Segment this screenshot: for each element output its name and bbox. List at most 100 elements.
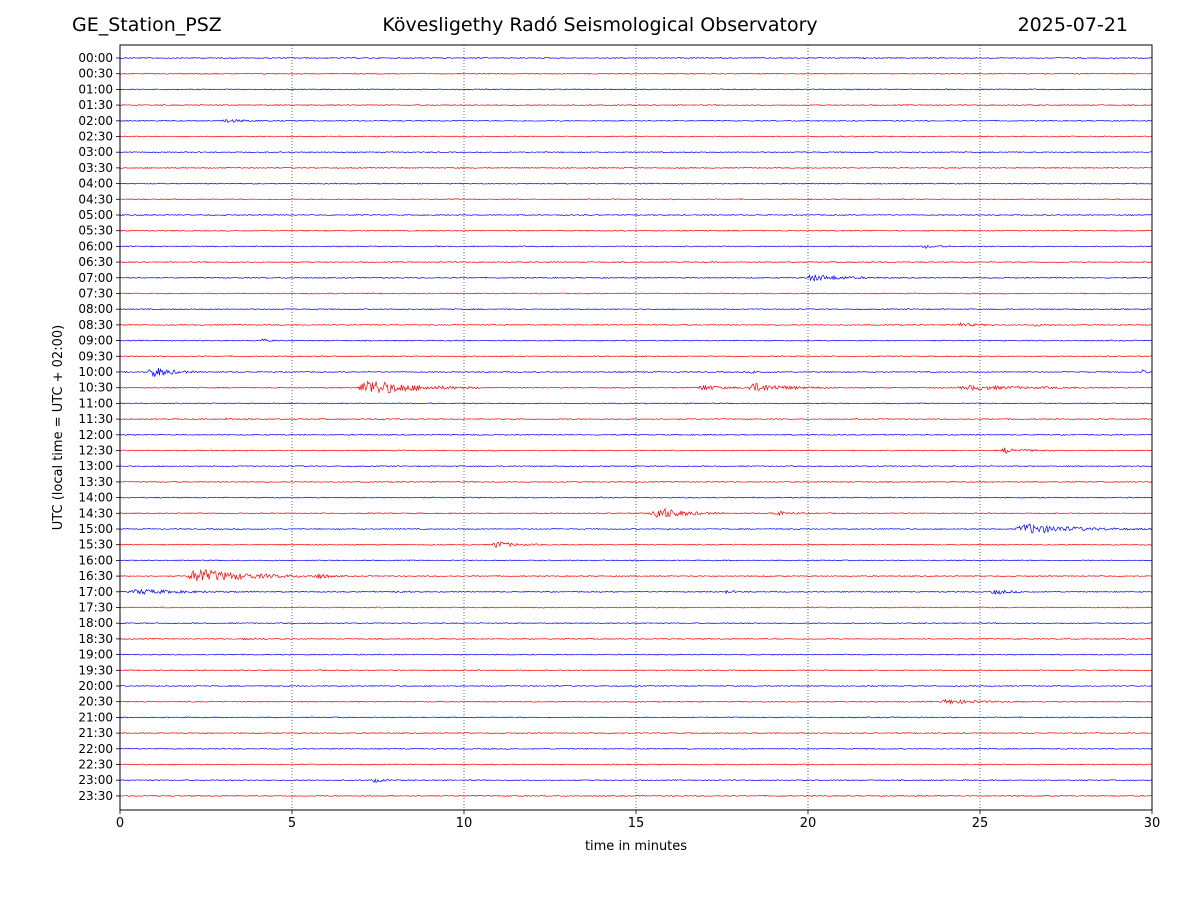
- y-tick-label: 01:00: [78, 82, 113, 96]
- trace-row: [119, 229, 1153, 232]
- y-tick-label: 00:30: [78, 67, 113, 81]
- x-tick-label: 25: [972, 816, 989, 831]
- trace-row: [119, 606, 1153, 609]
- y-tick-label: 23:00: [78, 773, 113, 787]
- trace-row: [119, 447, 1153, 454]
- trace-row: [119, 507, 1153, 518]
- trace-row: [119, 637, 1153, 641]
- x-tick-label: 0: [116, 816, 124, 831]
- y-tick-label: 02:30: [78, 130, 113, 144]
- trace-row: [119, 338, 1153, 342]
- trace-row: [119, 151, 1153, 154]
- y-tick-label: 17:00: [78, 585, 113, 599]
- y-tick-label: 21:00: [78, 710, 113, 724]
- y-tick-label: 12:00: [78, 428, 113, 442]
- grid-lines: [291, 45, 981, 810]
- y-tick-label: 07:00: [78, 271, 113, 285]
- y-tick-label: 09:00: [78, 334, 113, 348]
- trace-row: [119, 417, 1153, 421]
- y-tick-label: 22:00: [78, 742, 113, 756]
- trace-row: [119, 166, 1153, 169]
- trace-row: [119, 559, 1153, 562]
- y-tick-label: 10:00: [78, 365, 113, 379]
- y-tick-label: 08:30: [78, 318, 113, 332]
- y-tick-label: 21:30: [78, 726, 113, 740]
- y-tick-label: 19:00: [78, 648, 113, 662]
- x-tick-label: 15: [628, 816, 645, 831]
- x-tick-label: 10: [456, 816, 473, 831]
- trace-row: [119, 244, 1153, 249]
- trace-row: [119, 569, 1153, 582]
- y-tick-label: 14:30: [78, 506, 113, 520]
- y-tick-label: 23:30: [78, 789, 113, 803]
- y-tick-label: 01:30: [78, 98, 113, 112]
- trace-row: [119, 135, 1153, 138]
- trace-row: [119, 465, 1153, 468]
- trace-row: [119, 653, 1153, 656]
- y-tick-label: 16:30: [78, 569, 113, 583]
- y-tick-label: 22:30: [78, 758, 113, 772]
- y-tick-label: 05:00: [78, 208, 113, 222]
- y-tick-label: 07:30: [78, 287, 113, 301]
- trace-row: [119, 213, 1153, 217]
- trace-row: [119, 72, 1153, 75]
- trace-row: [119, 523, 1153, 534]
- y-tick-label: 06:30: [78, 255, 113, 269]
- trace-row: [119, 698, 1153, 705]
- chart-date: 2025-07-21: [1017, 14, 1128, 36]
- y-tick-label: 15:30: [78, 538, 113, 552]
- y-tick-label: 02:00: [78, 114, 113, 128]
- trace-row: [119, 669, 1153, 672]
- trace-row: [119, 794, 1153, 797]
- y-tick-label: 09:30: [78, 349, 113, 363]
- trace-row: [119, 622, 1153, 625]
- y-tick-label: 05:30: [78, 224, 113, 238]
- trace-row: [119, 480, 1153, 483]
- trace-row: [119, 88, 1153, 91]
- y-tick-label: 13:00: [78, 459, 113, 473]
- y-tick-label: 04:00: [78, 177, 113, 191]
- trace-row: [119, 716, 1153, 719]
- x-axis-label: time in minutes: [585, 839, 687, 854]
- trace-row: [119, 308, 1153, 311]
- trace-row: [119, 292, 1153, 295]
- trace-row: [119, 367, 1153, 378]
- trace-row: [119, 402, 1153, 405]
- y-tick-label: 08:00: [78, 302, 113, 316]
- trace-row: [119, 182, 1153, 185]
- trace-row: [119, 588, 1153, 595]
- trace-row: [119, 732, 1153, 735]
- y-tick-label: 11:00: [78, 396, 113, 410]
- trace-row: [119, 380, 1153, 394]
- y-tick-label: 10:30: [78, 381, 113, 395]
- y-tick-label: 19:30: [78, 663, 113, 677]
- trace-row: [119, 273, 1153, 282]
- y-tick-label: 14:00: [78, 491, 113, 505]
- trace-row: [119, 355, 1153, 358]
- trace-row: [119, 763, 1153, 766]
- seismic-traces: [119, 56, 1153, 797]
- station-name: GE_Station_PSZ: [72, 14, 222, 36]
- trace-row: [119, 56, 1153, 60]
- y-tick-label: 12:30: [78, 444, 113, 458]
- y-tick-label: 00:00: [78, 51, 113, 65]
- trace-row: [119, 778, 1153, 784]
- trace-row: [119, 433, 1153, 436]
- trace-row: [119, 496, 1153, 499]
- chart-title: Kövesligethy Radó Seismological Observat…: [382, 14, 818, 36]
- y-tick-label: 20:30: [78, 695, 113, 709]
- y-tick-label: 17:30: [78, 601, 113, 615]
- y-tick-label: 18:00: [78, 616, 113, 630]
- y-tick-label: 03:00: [78, 145, 113, 159]
- y-tick-label: 03:30: [78, 161, 113, 175]
- x-tick-label: 20: [800, 816, 817, 831]
- trace-row: [119, 541, 1153, 548]
- y-tick-label: 20:00: [78, 679, 113, 693]
- trace-row: [119, 261, 1153, 264]
- trace-row: [119, 747, 1153, 750]
- x-tick-label: 30: [1144, 816, 1161, 831]
- y-tick-label: 16:00: [78, 553, 113, 567]
- y-tick-label: 13:30: [78, 475, 113, 489]
